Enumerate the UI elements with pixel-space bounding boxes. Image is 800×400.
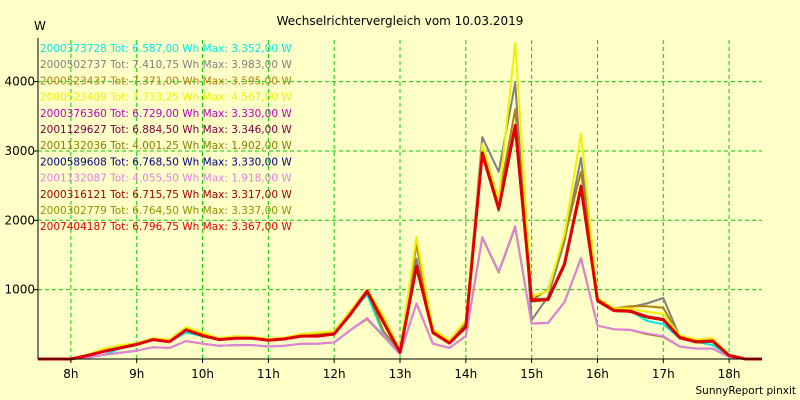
legend: 2000373728 Tot: 6.587,00 Wh Max: 3.352,0… — [40, 43, 292, 233]
legend-entry: 2000376360 Tot: 6.729,00 Wh Max: 3.330,0… — [40, 108, 292, 120]
x-tick-label: 10h — [191, 367, 214, 381]
y-tick-label: 4000 — [4, 75, 35, 89]
x-tick-label: 12h — [323, 367, 346, 381]
x-tick-label: 8h — [63, 367, 78, 381]
series-line — [38, 225, 762, 360]
y-axis-unit-label: W — [34, 19, 46, 33]
legend-entry: 2000589608 Tot: 6.768,50 Wh Max: 3.330,0… — [40, 156, 292, 168]
series-lines — [38, 41, 762, 361]
tick-labels: 8h 9h 10h 11h 12h 13h 14h 15h 16h 17h 18h100020003… — [4, 75, 740, 381]
x-tick-label: 18h — [718, 367, 741, 381]
x-tick-label: 14h — [454, 367, 477, 381]
y-tick-label: 2000 — [4, 213, 35, 227]
x-tick-label: 15h — [520, 367, 543, 381]
x-tick-label: 11h — [257, 367, 280, 381]
x-tick-label: 16h — [586, 367, 609, 381]
legend-entry: 2001129627 Tot: 6.884,50 Wh Max: 3.346,0… — [40, 124, 292, 136]
y-tick-label: 1000 — [4, 283, 35, 297]
series-line — [38, 124, 762, 361]
chart-title: Wechselrichtervergleich vom 10.03.2019 — [277, 14, 524, 28]
legend-entry: 2007404187 Tot: 6.796,75 Wh Max: 3.367,0… — [40, 221, 292, 233]
credit-label: SunnyReport pinxit — [696, 385, 796, 397]
legend-entry: 2001132087 Tot: 4.055,50 Wh Max: 1.918,0… — [40, 173, 292, 185]
legend-entry: 2000302779 Tot: 6.764,50 Wh Max: 3.337,0… — [40, 205, 292, 217]
y-tick-label: 3000 — [4, 144, 35, 158]
legend-entry: 2000316121 Tot: 6.715,75 Wh Max: 3.317,0… — [40, 189, 292, 201]
legend-entry: 2000502737 Tot: 7.410,75 Wh Max: 3.983,0… — [40, 59, 292, 71]
legend-entry: 2000523437 Tot: 7.371,00 Wh Max: 3.595,0… — [40, 75, 292, 87]
grid — [38, 40, 762, 359]
legend-entry: 2000523409 Tot: 7.733,25 Wh Max: 4.567,0… — [40, 92, 292, 104]
legend-entry: 2000373728 Tot: 6.587,00 Wh Max: 3.352,0… — [40, 43, 292, 55]
x-tick-label: 17h — [652, 367, 675, 381]
x-tick-label: 9h — [129, 367, 144, 381]
axes — [34, 38, 762, 363]
legend-entry: 2001132036 Tot: 4.001,25 Wh Max: 1.902,0… — [40, 140, 292, 152]
x-tick-label: 13h — [389, 367, 412, 381]
